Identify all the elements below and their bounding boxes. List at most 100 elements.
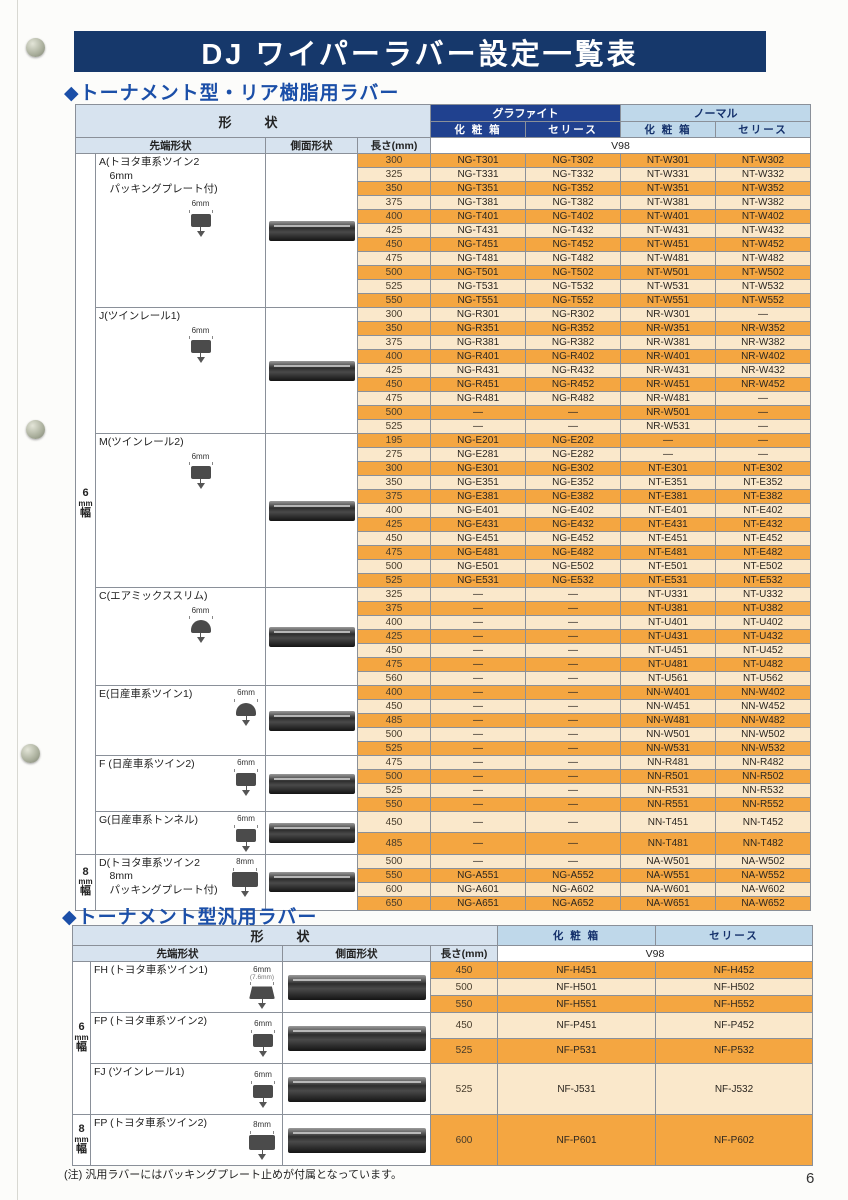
general-rubber-table-wrap: 形 状 化 粧 箱 セリース 先端形状 側面形状 長さ(mm) V98 6 mm 幅… [71,925,814,1166]
wiper-profile-image [268,710,355,731]
arrow-down-icon [242,845,250,852]
table-row: 525— — NR-W531— [76,419,812,434]
table-row: 325 NG-T331 NG-T332 NT-W331 NT-W332 [76,167,812,182]
part-number-cell: — [430,671,527,686]
part-number-cell: — [715,433,812,448]
setting-table-resin: 形 状 グラファイト ノーマル 化 粧 箱 セリース 化 粧 箱 セリース 先端… [74,104,812,911]
part-number-cell: — [525,643,622,658]
side-shape-cell [265,755,358,812]
table-row: 425— — NT-U431 NT-U432 [76,629,812,644]
part-number-cell: NA-W651 [620,895,717,911]
part-number-cell: NN-R501 [620,769,717,784]
table-row: 425 NG-E431 NG-E432 NT-E431 NT-E432 [76,517,812,532]
tip-cross-section-icon: 8mm [232,858,258,898]
table-row: 550 NF-H551 NF-H552 [73,995,814,1013]
group-label: FP (トヨタ車系ツイン2) [94,1117,207,1129]
part-number-cell: NF-H552 [655,995,814,1013]
part-number-cell: NG-R482 [525,391,622,406]
table-row: 500 NG-E501 NG-E502 NT-E501 NT-E502 [76,559,812,574]
tip-shape-cell: C(エアミックススリム) 6mm [95,587,266,686]
part-number-cell: — [715,405,812,420]
table-row: 400 NG-T401 NG-T402 NT-W401 NT-W402 [76,209,812,224]
part-number-cell: — [430,643,527,658]
part-number-cell: NT-E501 [620,559,717,574]
part-number-cell: NG-E501 [430,559,527,574]
header-cellophane: セリース [655,925,814,946]
part-number-cell: NN-R551 [620,797,717,812]
arrow-down-icon [241,891,249,898]
length-cell: 350 [356,475,432,490]
length-cell: 525 [356,279,432,294]
part-number-cell: NT-U432 [715,629,812,644]
part-number-cell: NT-U401 [620,615,717,630]
wiper-profile-image [287,974,426,1000]
section-title-resin: ◆トーナメント型・リア樹脂用ラバー [64,83,400,104]
part-number-cell: NF-H451 [497,961,657,979]
part-number-cell: NR-W402 [715,349,812,364]
table-row: M(ツインレール2) 6mm 195 NG-E201 NG-E202— — [76,433,812,588]
page-edge-line [17,0,18,1200]
wiper-profile-image [287,1025,426,1051]
length-cell: 375 [356,601,432,616]
table-row: 650 NG-A651 NG-A652 NA-W651 NA-W652 [76,895,812,911]
header-graphite: グラファイト [430,104,622,122]
part-number-cell: NG-R352 [525,321,622,336]
table-row: 400— — NT-U401 NT-U402 [76,615,812,630]
table-row: 8 mm 幅 D(トヨタ車系ツイン2 8mm パッキングプレート付) 8mm 500— — N… [75,853,812,911]
part-number-cell: NR-W452 [715,377,812,392]
part-number-cell: — [430,783,527,798]
length-cell: 350 [356,181,432,196]
group-label: M(ツインレール2) [99,436,184,448]
wiper-profile-image [287,1076,426,1102]
part-number-cell: NG-E381 [430,489,527,504]
part-number-cell: NG-E431 [430,517,527,532]
tip-width-label: 6mm [191,451,210,461]
part-number-cell: NR-W301 [620,307,717,322]
tip-width-label: 6mm [253,964,271,974]
table-row: 400 NG-E401 NG-E402 NT-E401 NT-E402 [76,503,812,518]
arrow-down-icon [258,1153,266,1160]
tip-shape-cell: E(日産車系ツイン1) 6mm [95,685,266,756]
tip-shape-cell: M(ツインレール2) 6mm [95,433,266,588]
part-number-cell: NT-E302 [715,461,812,476]
part-number-cell: NR-W451 [620,377,717,392]
part-number-cell: NT-E351 [620,475,717,490]
header-graphite-box: 化 粧 箱 [430,121,527,138]
binder-hole [26,38,45,57]
length-cell: 450 [356,643,432,658]
tip-width-label: 6mm [191,605,210,615]
table-row: E(日産車系ツイン1) 6mm 400— — NN-W401 NN-W402 [76,685,812,756]
part-number-cell: NR-W352 [715,321,812,336]
part-number-cell: NA-W601 [620,881,717,897]
part-number-cell: NT-W402 [715,209,812,224]
part-number-cell: NN-W532 [715,741,812,756]
side-shape-cell [265,685,358,756]
part-number-cell: NT-U331 [620,587,717,602]
table-row: 375 NG-E381 NG-E382 NT-E381 NT-E382 [76,489,812,504]
group-label: FJ (ツインレール1) [94,1066,185,1078]
length-cell: 500 [356,265,432,280]
arrow-down-icon [196,637,205,644]
part-number-cell: NT-E481 [620,545,717,560]
measure-bracket [251,1029,275,1033]
arrow-down-icon [196,230,205,237]
part-number-cell: NN-W451 [620,699,717,714]
part-number-cell: NT-E502 [715,559,812,574]
length-cell: 450 [429,1012,499,1039]
header-length: 長さ(mm) [429,945,499,962]
rubber-profile-shape [190,340,211,354]
part-number-cell: NF-P531 [497,1037,657,1064]
part-number-cell: NT-W552 [715,293,812,308]
part-number-cell: — [715,419,812,434]
length-cell: 325 [356,167,432,182]
group-label: J(ツインレール1) [99,310,181,322]
part-number-cell: NG-R402 [525,349,622,364]
part-number-cell: NN-W481 [620,713,717,728]
part-number-cell: NG-T402 [525,209,622,224]
side-shape-cell [265,433,358,588]
length-cell: 500 [356,769,432,784]
part-number-cell: — [525,629,622,644]
part-number-cell: NT-E452 [715,531,812,546]
part-number-cell: — [525,601,622,616]
